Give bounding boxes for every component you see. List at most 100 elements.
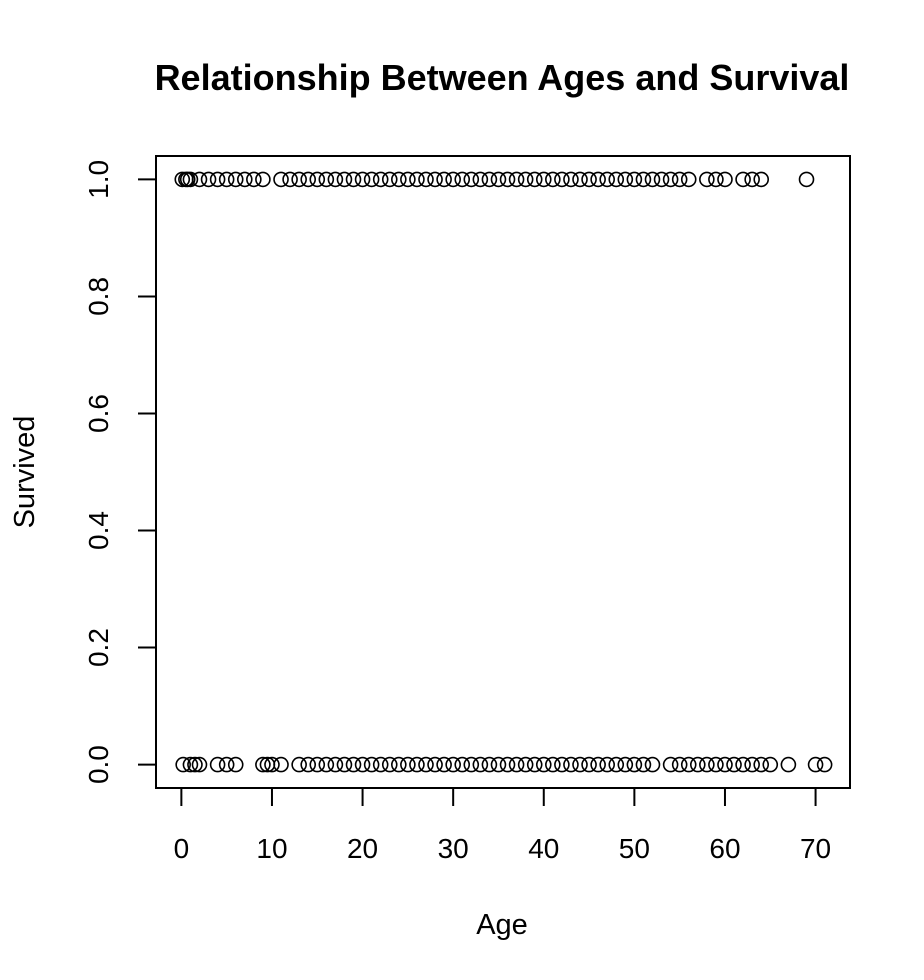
data-point: [273, 171, 289, 188]
data-point: [535, 756, 552, 773]
y-tick-label: 0.6: [83, 394, 114, 433]
data-point: [191, 756, 208, 773]
data-point: [182, 171, 199, 188]
x-tick-label: 30: [438, 833, 469, 864]
x-tick-label: 70: [800, 833, 831, 864]
data-point: [653, 171, 670, 188]
data-point: [436, 756, 452, 773]
y-tick-label: 0.8: [83, 277, 114, 316]
data-point: [472, 756, 489, 773]
data-point: [744, 756, 760, 773]
x-tick-label: 0: [174, 833, 190, 864]
x-axis: 0 10 20 30 40 50 60 70: [174, 787, 831, 864]
data-point: [490, 171, 507, 188]
data-point: [318, 756, 335, 773]
data-point: [635, 171, 652, 188]
data-point: [699, 756, 715, 773]
data-point: [481, 171, 498, 188]
data-point: [662, 171, 679, 188]
data-point: [572, 756, 588, 773]
data-point: [381, 756, 398, 773]
plot-frame: [155, 155, 851, 789]
data-point: [608, 171, 625, 188]
data-point: [545, 756, 561, 773]
data-point: [635, 756, 652, 773]
data-point: [391, 756, 407, 773]
y-tick-label: 0.4: [83, 511, 114, 550]
data-point: [753, 171, 770, 188]
data-point: [227, 171, 244, 188]
data-point: [816, 756, 833, 773]
data-point: [300, 756, 317, 773]
data-point: [599, 756, 615, 773]
data-point: [255, 756, 271, 773]
data-point: [499, 171, 516, 188]
data-point: [472, 171, 489, 188]
data-point: [608, 756, 625, 773]
data-point: [807, 756, 824, 773]
data-point: [481, 756, 498, 773]
data-point: [617, 756, 634, 773]
data-point: [581, 756, 597, 773]
data-point: [762, 756, 779, 773]
data-point: [563, 171, 579, 188]
data-point: [291, 756, 307, 773]
data-point: [175, 756, 191, 773]
data-point: [590, 756, 606, 773]
data-point: [318, 171, 335, 188]
data-point: [617, 171, 634, 188]
data-point: [599, 171, 615, 188]
data-point: [409, 171, 425, 188]
data-point: [255, 171, 271, 188]
data-point: [554, 756, 570, 773]
data-point: [508, 171, 525, 188]
data-point: [436, 171, 452, 188]
x-tick-label: 40: [528, 833, 559, 864]
data-point: [445, 171, 461, 188]
data-point: [526, 171, 543, 188]
data-point: [372, 171, 389, 188]
y-tick-label: 1.0: [83, 160, 114, 199]
x-tick-label: 20: [347, 833, 378, 864]
data-point: [735, 756, 751, 773]
data-point: [717, 171, 733, 188]
data-point: [363, 756, 380, 773]
data-point: [454, 171, 471, 188]
data-point: [427, 171, 443, 188]
data-point: [662, 756, 679, 773]
data-point: [336, 171, 353, 188]
data-point: [200, 171, 217, 188]
data-point: [563, 756, 579, 773]
data-point: [508, 756, 525, 773]
data-point: [554, 171, 570, 188]
data-point: [463, 171, 480, 188]
data-point: [227, 756, 244, 773]
data-point: [209, 171, 226, 188]
data-point: [209, 756, 226, 773]
data-point: [174, 171, 191, 188]
data-point: [708, 171, 724, 188]
data-point: [572, 171, 588, 188]
data-point: [327, 171, 344, 188]
data-point: [490, 756, 507, 773]
data-point: [309, 171, 326, 188]
data-point: [526, 756, 543, 773]
data-point: [780, 756, 797, 773]
y-axis-label: Survived: [9, 416, 41, 529]
data-point: [354, 171, 371, 188]
data-point: [671, 756, 688, 773]
x-axis-label: Age: [476, 909, 528, 941]
data-point: [381, 171, 398, 188]
data-point: [182, 756, 199, 773]
data-point: [400, 171, 416, 188]
chart-title: Relationship Between Ages and Survival: [155, 57, 850, 98]
data-point: [445, 756, 461, 773]
data-point: [644, 756, 661, 773]
data-point: [418, 171, 434, 188]
data-point: [517, 171, 534, 188]
data-point: [418, 756, 434, 773]
data-point: [218, 756, 235, 773]
data-point: [372, 756, 389, 773]
data-point: [626, 756, 643, 773]
